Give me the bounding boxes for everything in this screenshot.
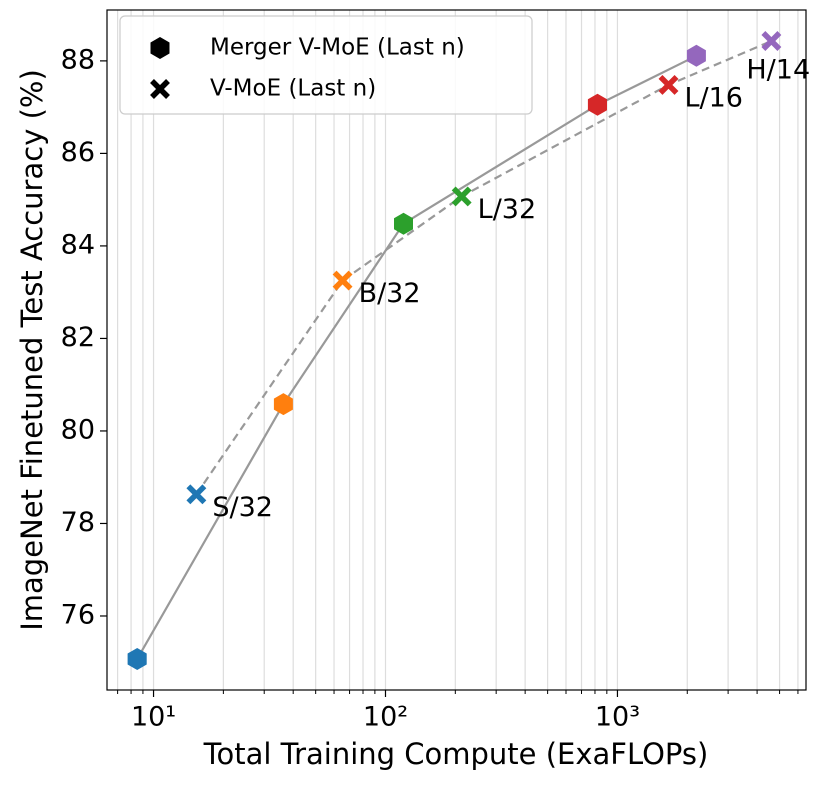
series-line: [136, 54, 697, 660]
x-marker: [451, 186, 472, 207]
y-tick-label: 80: [61, 414, 95, 445]
x-marker: [658, 74, 679, 95]
point-label: S/32: [212, 492, 273, 523]
plot-frame: [106, 9, 807, 691]
hexagon-marker: [127, 648, 147, 670]
hexagon-marker: [587, 93, 607, 116]
x-marker: [186, 484, 207, 505]
legend-label: Merger V-MoE (Last n): [210, 35, 465, 61]
y-tick-label: 76: [61, 599, 95, 630]
x-marker: [150, 79, 170, 99]
legend-box: [119, 15, 533, 115]
y-tick-label: 84: [61, 229, 95, 260]
legend-label: V-MoE (Last n): [210, 76, 376, 102]
hexagon-marker: [686, 44, 706, 67]
x-axis-label: Total Training Compute (ExaFLOPs): [203, 737, 709, 771]
hexagon-marker: [273, 393, 293, 416]
y-axis-label: ImageNet Finetuned Test Accuracy (%): [15, 69, 49, 631]
point-label: L/16: [684, 82, 743, 113]
point-label: B/32: [359, 278, 421, 309]
x-tick-label: 10³: [595, 702, 640, 733]
y-tick-label: 88: [61, 44, 95, 75]
y-tick-label: 82: [61, 322, 95, 353]
x-marker: [332, 270, 353, 291]
y-tick-label: 86: [61, 137, 95, 168]
hexagon-marker: [394, 212, 413, 235]
point-label: L/32: [478, 194, 536, 225]
y-tick-label: 78: [61, 507, 95, 538]
x-marker: [761, 31, 782, 51]
x-tick-label: 10¹: [131, 702, 176, 733]
x-tick-label: 10²: [363, 702, 408, 733]
legend: Merger V-MoE (Last n) V-MoE (Last n): [119, 15, 533, 115]
point-label: H/14: [746, 54, 810, 85]
hexagon-marker: [150, 37, 170, 59]
